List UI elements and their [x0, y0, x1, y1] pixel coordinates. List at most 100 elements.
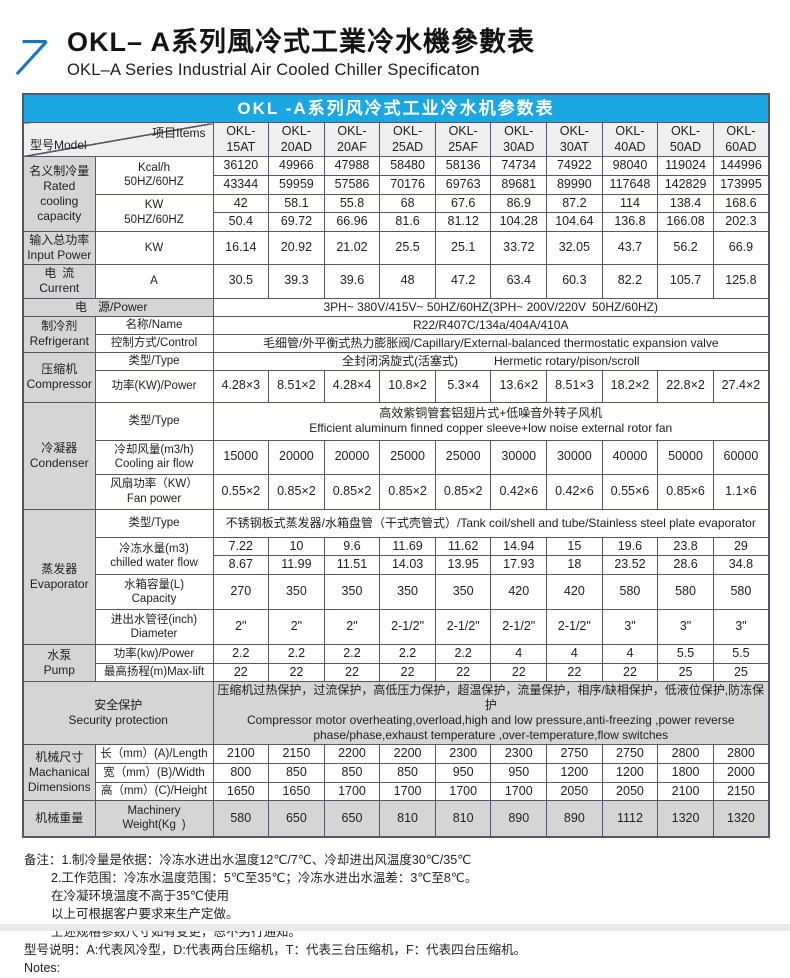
table-row: 冷冻水量(m3) chilled water flow 7.22 10 9.6 11.6…: [23, 536, 770, 576]
data-cell: 11.51: [323, 555, 381, 576]
table-row: 宽（mm）(B)/Width 800 850 850 850 950 950 1200 1200…: [23, 762, 770, 783]
data-cell: 87.2: [546, 193, 603, 214]
data-cell: 89990: [546, 174, 603, 195]
model-header-cell: OKL- 20AD: [268, 122, 325, 158]
corner-model-label: 型号Model: [30, 138, 87, 153]
data-cell: 15000: [212, 439, 270, 475]
data-cell: 10.8×2: [379, 369, 436, 403]
data-cell: 650: [268, 800, 325, 838]
data-cell: 138.4: [657, 193, 714, 214]
data-cell: 33.72: [490, 230, 548, 265]
table-row: 安全保护 Security protection 压缩机过热保护，过流保护，高低压…: [22, 681, 770, 746]
data-cell: 22: [323, 662, 381, 683]
table-row: 功率(KW)/Power 4.28×3 8.51×2 4.28×4 10.8×2 5.3×…: [23, 369, 770, 403]
data-cell: 3": [601, 609, 659, 646]
data-cell: 0.85×2: [323, 473, 381, 510]
note-line: 备注：1.制冷量是依据：冷冻水进出水温度12℃/7℃、冷却进出风温度30℃/35…: [24, 852, 472, 867]
data-cell: 119024: [657, 156, 714, 176]
data-cell: 2-1/2": [490, 609, 548, 646]
data-cell: 4: [546, 644, 603, 664]
data-cell: 20.92: [268, 230, 325, 265]
data-cell: 20000: [323, 439, 381, 475]
data-cell: 0.85×2: [268, 473, 325, 510]
data-cell: 1112: [601, 800, 659, 838]
data-cell: 1700: [379, 781, 436, 802]
spec-table: OKL -A系列风冷式工业冷水机参数表 项目Items 型号Model OKL- 15…: [22, 93, 770, 838]
table-row: 电 流 Current A 30.5 39.3 39.6 48 47.2 63.4 60.3 82…: [22, 263, 770, 299]
item-pipe-diameter: 进出水管径(inch) Diameter: [94, 609, 214, 646]
spec-table-body: OKL -A系列风冷式工业冷水机参数表 项目Items 型号Model OKL- 15…: [22, 93, 770, 838]
data-cell: 144996: [712, 156, 770, 176]
data-cell: 58480: [379, 156, 436, 176]
data-cell: 42: [212, 193, 270, 214]
data-cell: 2300: [434, 744, 492, 764]
data-cell: 39.3: [268, 263, 325, 299]
data-cell: 2.2: [212, 644, 270, 664]
item-chilled-water-flow: 冷冻水量(m3) chilled water flow: [94, 536, 214, 576]
table-row: 8.67 11.99 11.51 14.03 13.95 17.93 18 23.52 28.6…: [23, 555, 770, 576]
item-compressor-power: 功率(KW)/Power: [94, 369, 214, 403]
condenser-type-value: 高效紫铜管套铝翅片式+低噪音外转子风机 Efficient aluminum f…: [212, 401, 770, 441]
item-width: 宽（mm）(B)/Width: [94, 762, 214, 783]
data-cell: 2150: [268, 744, 325, 764]
data-cell: 580: [601, 574, 659, 611]
data-cell: 36120: [212, 156, 270, 176]
item-length: 长（mm）(A)/Length: [94, 744, 214, 764]
data-cell: 2800: [712, 744, 770, 764]
data-cell: 420: [490, 574, 548, 611]
data-cell: 1700: [490, 781, 548, 802]
data-cell: 1.1×6: [712, 473, 770, 510]
data-cell: 28.6: [657, 555, 714, 576]
data-cell: 2200: [379, 744, 436, 764]
table-row: 最高扬程(m)Max-lift 22 22 22 22 22 22 22 22 25 25: [23, 662, 770, 683]
data-cell: 21.02: [323, 230, 381, 265]
table-row: KW 50HZ/60HZ 42 58.1 55.8 68 67.6 86.9 87.2 114 1…: [23, 193, 770, 232]
table-row: 冷却风量(m3/h) Cooling air flow 15000 20000 200…: [23, 439, 770, 475]
page-title-zh: OKL– A系列風冷式工業冷水機參數表: [67, 27, 536, 57]
item-max-lift: 最高扬程(m)Max-lift: [94, 662, 214, 683]
data-cell: 4: [490, 644, 548, 664]
data-cell: 810: [379, 800, 436, 838]
data-cell: 11.69: [379, 536, 436, 557]
data-cell: 2100: [212, 744, 270, 764]
data-cell: 2050: [546, 781, 603, 802]
data-cell: 81.12: [434, 212, 492, 232]
data-cell: 2.2: [379, 644, 436, 664]
data-cell: 168.6: [712, 193, 770, 214]
compressor-type-value: 全封闭涡旋式(活塞式) Hermetic rotary/pison/scroll: [212, 351, 770, 371]
data-cell: 34.8: [712, 555, 770, 576]
note-line: 以上可根据客户要求来生产定做。: [51, 907, 239, 922]
table-row: 冷凝器 Condenser 类型/Type 高效紫铜管套铝翅片式+低噪音外转子风机 …: [22, 401, 770, 510]
row-label-evaporator: 蒸发器 Evaporator: [22, 508, 96, 646]
table-row: OKL -A系列风冷式工业冷水机参数表: [22, 93, 770, 124]
power-supply-label-part: 电: [74, 299, 87, 314]
item-kw-unit: KW: [94, 230, 214, 265]
data-cell: 3": [657, 609, 714, 646]
model-header-cell: OKL- 40AD: [601, 122, 659, 158]
data-cell: 49966: [268, 156, 325, 176]
item-fan-power: 风扇功率（KW） Fan power: [94, 473, 214, 510]
refrigerant-control-value: 毛细管/外平衡式热力膨胀阀/Capillary/External-balance…: [212, 333, 770, 353]
data-cell: 66.96: [323, 212, 381, 232]
row-label-power-supply: 电源/Power: [22, 297, 214, 317]
data-cell: 2": [323, 609, 381, 646]
data-cell: 74922: [546, 156, 603, 176]
refrigerant-name-value: R22/R407C/134a/404A/410A: [212, 315, 770, 335]
bottom-strip: [0, 924, 790, 931]
data-cell: 11.62: [434, 536, 492, 557]
data-cell: 270: [212, 574, 270, 611]
data-cell: 15: [546, 536, 603, 557]
data-cell: 22: [379, 662, 436, 683]
data-cell: 2000: [712, 762, 770, 783]
data-cell: 0.85×6: [657, 473, 714, 510]
data-cell: 2.2: [434, 644, 492, 664]
data-cell: 1700: [323, 781, 381, 802]
model-header-cell: OKL- 20AF: [323, 122, 381, 158]
security-protection-value: 压缩机过热保护，过流保护，高低压力保护，超温保护，流量保护，相序/缺相保护，低液…: [212, 681, 770, 746]
table-row: 50.4 69.72 66.96 81.6 81.12 104.28 104.64 136.8…: [23, 212, 770, 232]
data-cell: 25000: [379, 439, 436, 475]
data-cell: 0.55×6: [601, 473, 659, 510]
corner-items-label: 项目Items: [152, 126, 206, 141]
data-cell: 22: [212, 662, 270, 683]
table-row: 名义制冷量 Rated cooling capacity Kcal/h 50HZ/…: [22, 156, 770, 232]
